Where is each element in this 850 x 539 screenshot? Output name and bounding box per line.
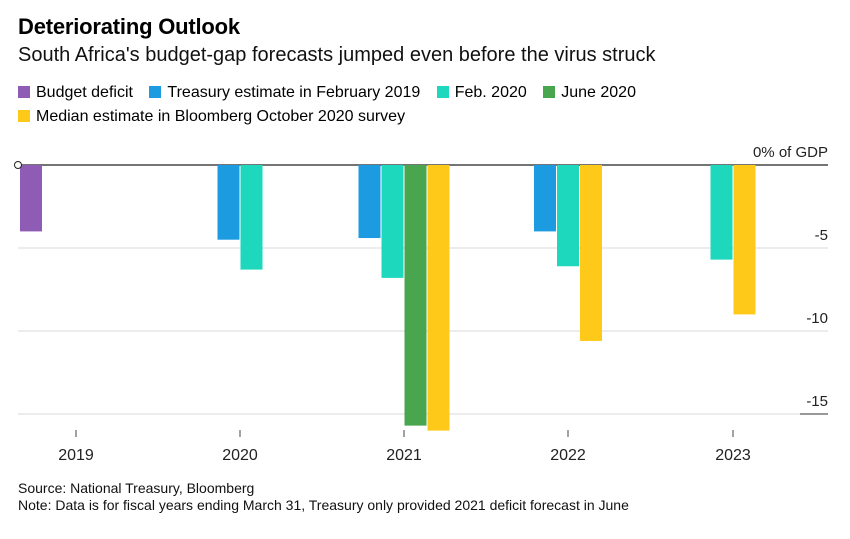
legend-label-bloomberg-survey: Median estimate in Bloomberg October 202…	[36, 108, 406, 125]
y-tick-label: 0% of GDP	[753, 144, 828, 161]
legend-label-feb-2020: Feb. 2020	[454, 84, 527, 101]
legend-label-treasury-feb-2019: Treasury estimate in February 2019	[167, 84, 421, 101]
legend-item-treasury-feb-2019: Treasury estimate in February 2019	[149, 81, 420, 105]
legend-label-june-2020: June 2020	[561, 84, 636, 101]
axis-layer: 0% of GDP -5 -10 -15 2019 2020 2021 2022 2023	[14, 144, 828, 464]
data-note: Note: Data is for fiscal years ending Ma…	[18, 497, 629, 513]
bar-2019-budget-deficit	[20, 165, 42, 232]
legend-item-bloomberg-survey: Median estimate in Bloomberg October 202…	[18, 105, 405, 129]
chart-subtitle: South Africa's budget-gap forecasts jump…	[18, 44, 656, 66]
bar-2022-median-estimate-in-bloomberg-october-2020-survey	[580, 165, 602, 341]
chart-footer: Source: National Treasury, Bloomberg Not…	[18, 480, 629, 514]
bar-2020-feb-2020	[240, 165, 263, 270]
bars-layer	[20, 165, 756, 431]
y-tick-label: -15	[806, 393, 828, 410]
y-tick-label: -10	[806, 310, 828, 327]
bar-2021-june-2020	[404, 165, 427, 426]
bar-2021-treasury-estimate-in-february-2019	[358, 165, 381, 239]
bar-2020-treasury-estimate-in-february-2019	[217, 165, 240, 240]
x-tick-label-2022: 2022	[550, 447, 586, 464]
bar-2021-median-estimate-in-bloomberg-october-2020-survey	[427, 165, 450, 431]
bar-2023-median-estimate-in-bloomberg-october-2020-survey	[733, 165, 756, 315]
chart-title: Deteriorating Outlook	[18, 14, 240, 39]
legend-swatch-treasury-feb-2019	[149, 86, 162, 98]
bar-2022-treasury-estimate-in-february-2019	[534, 165, 556, 232]
x-tick-label-2019: 2019	[58, 447, 94, 464]
bar-2022-feb-2020	[557, 165, 579, 267]
x-tick-label-2023: 2023	[715, 447, 751, 464]
source-note: Source: National Treasury, Bloomberg	[18, 480, 255, 496]
bar-2023-feb-2020	[710, 165, 733, 260]
y-tick-label: -5	[815, 227, 828, 244]
legend-swatch-june-2020	[543, 86, 556, 98]
legend-swatch-bloomberg-survey	[18, 110, 30, 122]
x-tick-label-2020: 2020	[222, 447, 258, 464]
legend-swatch-feb-2020	[436, 86, 449, 98]
legend-row-1: Budget deficit Treasury estimate in Febr…	[18, 81, 838, 105]
zero-marker	[14, 161, 22, 169]
legend-label-budget-deficit: Budget deficit	[36, 84, 133, 101]
legend-item-feb-2020: Feb. 2020	[436, 81, 527, 105]
chart-legend: Budget deficit Treasury estimate in Febr…	[18, 81, 838, 129]
legend-swatch-budget-deficit	[18, 86, 30, 98]
legend-item-june-2020: June 2020	[543, 81, 636, 105]
x-tick-label-2021: 2021	[386, 447, 422, 464]
bar-2021-feb-2020	[381, 165, 404, 278]
legend-item-budget-deficit: Budget deficit	[18, 81, 133, 105]
legend-row-2: Median estimate in Bloomberg October 202…	[18, 105, 838, 129]
